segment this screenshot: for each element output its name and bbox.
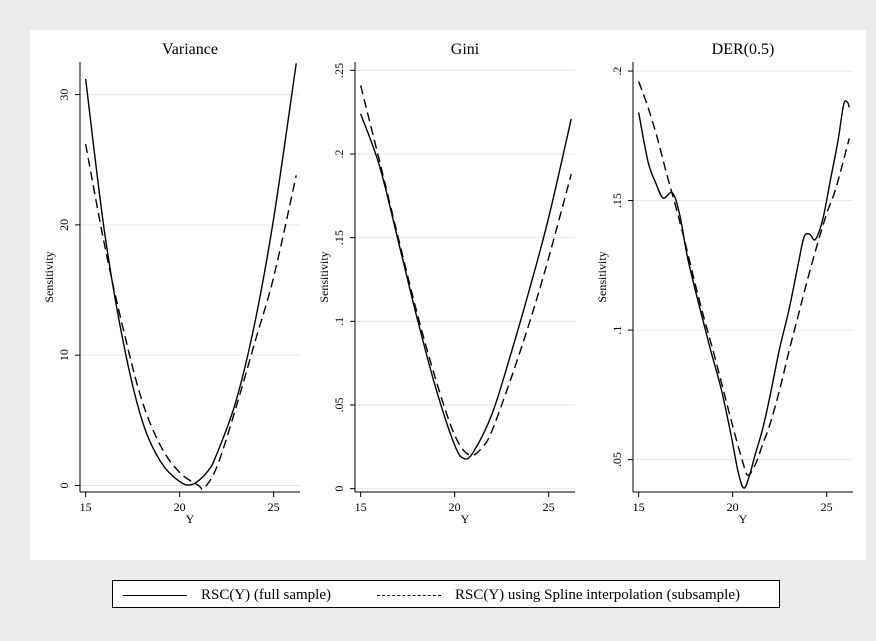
panel-1: 0 10 20 30 15 20 25 Variance Y Sensitivity [42,41,300,526]
x-axis-label: Y [739,512,748,526]
series-full-sample-line [84,63,297,486]
x-tick-label: 20 [449,500,461,514]
series-full-sample-line [359,113,572,460]
x-tick-label: 15 [355,500,367,514]
x-tick-label: 20 [174,500,186,514]
x-axis-label: Y [186,512,195,526]
legend-solid-line-swatch [123,594,187,596]
panel-title: DER(0.5) [712,41,775,58]
y-tick-label: .15 [610,193,624,208]
legend-item-spline-subsample: RSC(Y) using Spline interpolation (subsa… [377,586,740,604]
y-tick-label: 30 [57,89,71,101]
plot-region-background [30,30,866,560]
y-axis-label: Sensitivity [595,251,609,302]
legend-item-full-sample: RSC(Y) (full sample) [123,586,331,604]
series-spline-subsample-line [84,143,297,491]
y-tick-label: .2 [610,67,624,76]
y-tick-label: .25 [332,63,346,78]
legend-label: RSC(Y) using Spline interpolation (subsa… [455,586,740,603]
y-tick-label: .15 [332,230,346,245]
panel-title: Variance [162,41,218,58]
series-full-sample-line [637,100,850,489]
legend-dashed-line-swatch [377,594,441,596]
y-tick-label: 20 [57,219,71,231]
y-tick-label: .2 [332,150,346,159]
x-tick-label: 20 [727,500,739,514]
y-tick-label: 0 [57,482,71,488]
y-axis-label: Sensitivity [42,251,56,302]
x-tick-label: 25 [543,500,555,514]
x-tick-label: 25 [268,500,280,514]
legend-label: RSC(Y) (full sample) [201,586,331,603]
y-tick-label: .1 [610,326,624,335]
x-tick-label: 15 [633,500,645,514]
panel-2: 0 .05 .1 .15 .2 .25 15 20 25 Gini Y Sensitivity [317,41,575,526]
chart-legend: RSC(Y) (full sample) RSC(Y) using Spline… [112,580,780,608]
y-axis-label: Sensitivity [317,251,331,302]
y-tick-label: .05 [332,397,346,412]
series-spline-subsample-line [637,81,850,476]
panel-title: Gini [451,41,480,58]
x-tick-label: 15 [80,500,92,514]
series-spline-subsample-line [359,85,572,457]
y-tick-label: 10 [57,349,71,361]
y-tick-label: 0 [332,486,346,492]
x-axis-label: Y [461,512,470,526]
y-tick-label: .1 [332,317,346,326]
y-tick-label: .05 [610,452,624,467]
x-tick-label: 25 [821,500,833,514]
panel-3: .05 .1 .15 .2 15 20 25 DER(0.5) Y Sensitivity [595,41,853,526]
